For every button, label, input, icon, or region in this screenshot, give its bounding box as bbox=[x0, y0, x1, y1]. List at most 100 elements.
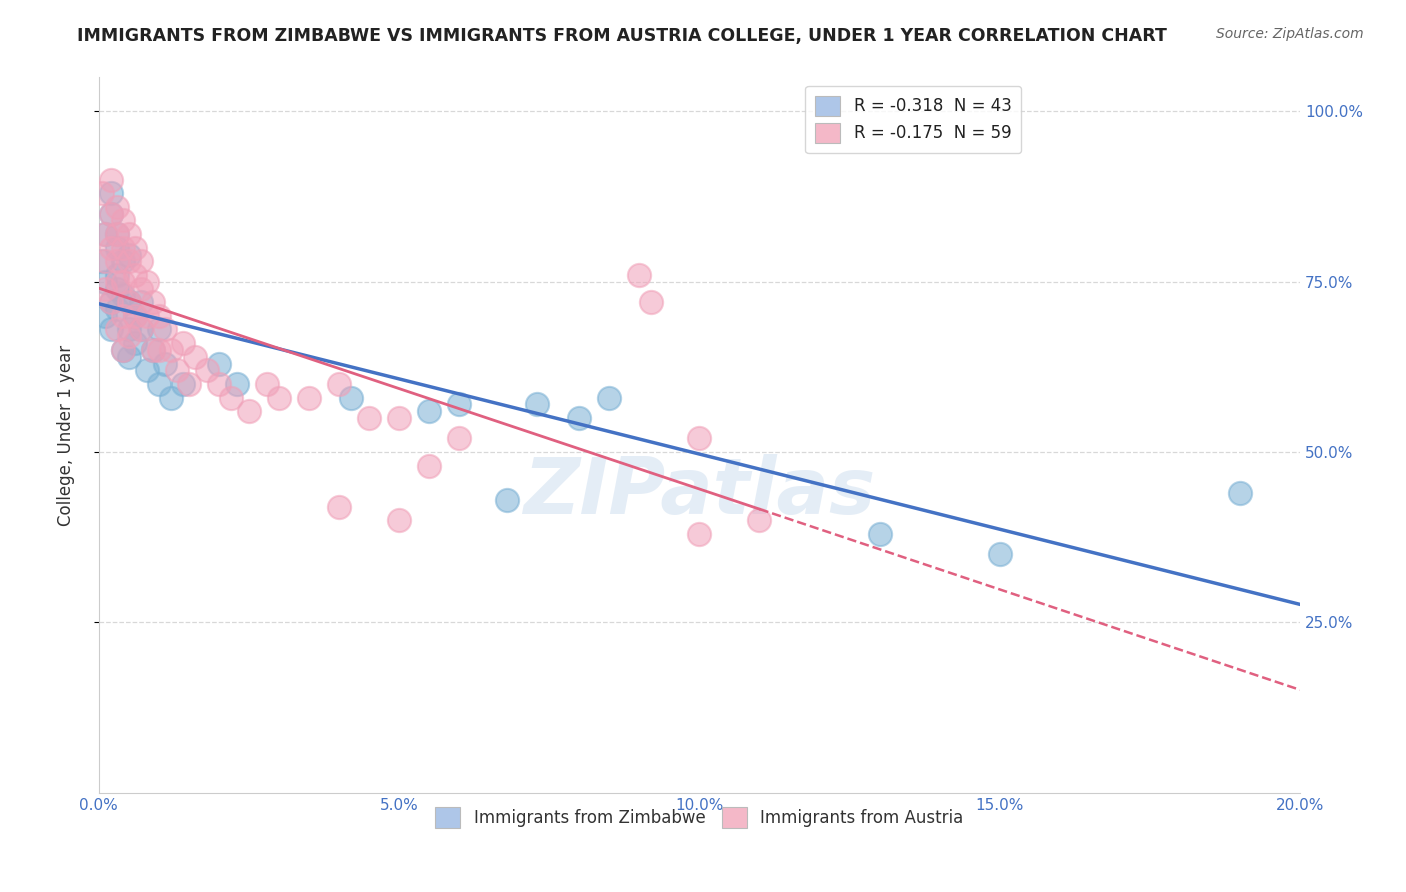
Text: Source: ZipAtlas.com: Source: ZipAtlas.com bbox=[1216, 27, 1364, 41]
Point bbox=[100, 207, 122, 221]
Point bbox=[628, 268, 651, 282]
Point bbox=[166, 363, 188, 377]
Point bbox=[208, 376, 231, 391]
Point bbox=[118, 254, 141, 268]
Point bbox=[142, 343, 165, 357]
Point bbox=[172, 336, 194, 351]
Point bbox=[94, 227, 117, 241]
Point bbox=[124, 268, 146, 282]
Point bbox=[748, 513, 770, 527]
Point bbox=[105, 268, 128, 282]
Point bbox=[124, 309, 146, 323]
Point bbox=[267, 391, 290, 405]
Point bbox=[688, 526, 710, 541]
Point bbox=[94, 309, 117, 323]
Point bbox=[100, 241, 122, 255]
Point bbox=[219, 391, 242, 405]
Text: IMMIGRANTS FROM ZIMBABWE VS IMMIGRANTS FROM AUSTRIA COLLEGE, UNDER 1 YEAR CORREL: IMMIGRANTS FROM ZIMBABWE VS IMMIGRANTS F… bbox=[77, 27, 1167, 45]
Point bbox=[449, 432, 471, 446]
Point bbox=[118, 227, 141, 241]
Point bbox=[118, 295, 141, 310]
Point bbox=[238, 404, 260, 418]
Point bbox=[111, 241, 134, 255]
Point bbox=[90, 186, 112, 201]
Point bbox=[160, 343, 183, 357]
Point bbox=[118, 295, 141, 310]
Point bbox=[105, 275, 128, 289]
Point bbox=[340, 391, 363, 405]
Point bbox=[640, 295, 662, 310]
Point bbox=[118, 350, 141, 364]
Point bbox=[100, 172, 122, 186]
Point bbox=[598, 391, 620, 405]
Point bbox=[105, 241, 128, 255]
Point bbox=[568, 411, 591, 425]
Point bbox=[195, 363, 218, 377]
Point bbox=[142, 295, 165, 310]
Point bbox=[111, 275, 134, 289]
Point bbox=[129, 254, 152, 268]
Point bbox=[160, 391, 183, 405]
Point bbox=[449, 397, 471, 411]
Point bbox=[90, 254, 112, 268]
Point bbox=[94, 227, 117, 241]
Point bbox=[94, 254, 117, 268]
Point bbox=[177, 376, 200, 391]
Point bbox=[105, 322, 128, 336]
Point bbox=[129, 282, 152, 296]
Point bbox=[357, 411, 380, 425]
Point bbox=[869, 526, 891, 541]
Point bbox=[111, 309, 134, 323]
Point bbox=[1229, 486, 1251, 500]
Point bbox=[135, 275, 157, 289]
Point bbox=[118, 247, 141, 261]
Point bbox=[142, 343, 165, 357]
Point bbox=[298, 391, 321, 405]
Point bbox=[226, 376, 249, 391]
Point bbox=[129, 295, 152, 310]
Point bbox=[105, 200, 128, 214]
Point bbox=[184, 350, 207, 364]
Point bbox=[100, 295, 122, 310]
Point bbox=[100, 295, 122, 310]
Point bbox=[124, 309, 146, 323]
Point bbox=[105, 301, 128, 316]
Point bbox=[148, 376, 170, 391]
Point bbox=[135, 363, 157, 377]
Point bbox=[388, 411, 411, 425]
Point bbox=[148, 322, 170, 336]
Point bbox=[328, 376, 350, 391]
Point bbox=[105, 254, 128, 268]
Point bbox=[118, 322, 141, 336]
Point bbox=[208, 357, 231, 371]
Point bbox=[496, 492, 519, 507]
Point bbox=[111, 343, 134, 357]
Point bbox=[118, 329, 141, 343]
Point bbox=[111, 343, 134, 357]
Point bbox=[129, 322, 152, 336]
Point bbox=[111, 288, 134, 302]
Point bbox=[111, 254, 134, 268]
Point bbox=[105, 227, 128, 241]
Point bbox=[256, 376, 278, 391]
Point bbox=[100, 322, 122, 336]
Point bbox=[100, 207, 122, 221]
Point bbox=[100, 186, 122, 201]
Point bbox=[105, 227, 128, 241]
Point bbox=[418, 404, 440, 418]
Point bbox=[526, 397, 548, 411]
Point bbox=[153, 357, 176, 371]
Point bbox=[94, 282, 117, 296]
Text: ZIPatlas: ZIPatlas bbox=[523, 454, 876, 530]
Point bbox=[418, 458, 440, 473]
Point bbox=[172, 376, 194, 391]
Point bbox=[328, 500, 350, 514]
Point bbox=[124, 241, 146, 255]
Point bbox=[688, 432, 710, 446]
Point bbox=[111, 213, 134, 227]
Legend: Immigrants from Zimbabwe, Immigrants from Austria: Immigrants from Zimbabwe, Immigrants fro… bbox=[429, 801, 970, 834]
Point bbox=[135, 309, 157, 323]
Point bbox=[153, 322, 176, 336]
Point bbox=[388, 513, 411, 527]
Y-axis label: College, Under 1 year: College, Under 1 year bbox=[58, 344, 75, 525]
